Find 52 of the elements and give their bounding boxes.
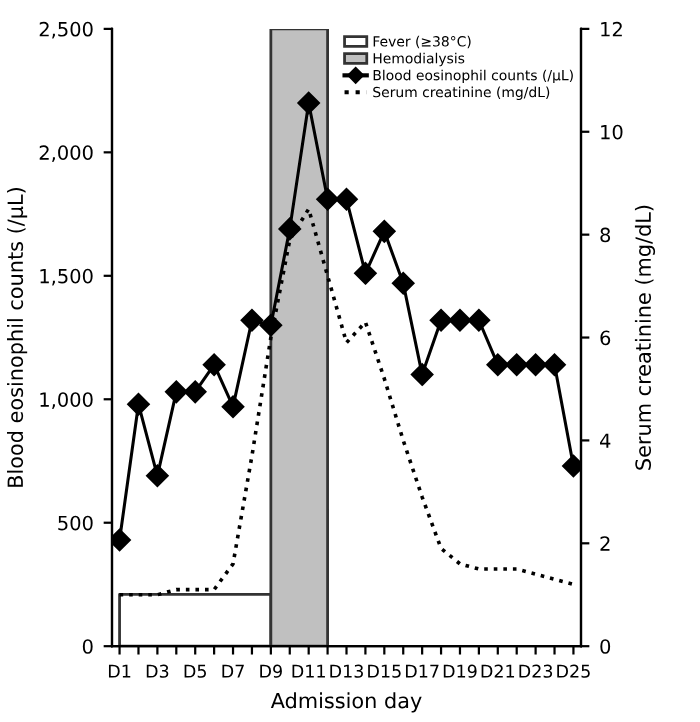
point (373, 220, 396, 243)
x-tick-label: D19 (443, 664, 477, 678)
y2-tick-label: 8 (600, 227, 611, 243)
y-tick-label: 2,500 (39, 21, 93, 39)
point (354, 262, 377, 285)
point (429, 309, 453, 332)
y2-tick-label: 10 (601, 124, 623, 140)
point (505, 353, 528, 376)
y2-tick-label: 4 (600, 433, 611, 448)
y2-axis-title: Serum creatinine (mg/dL) (634, 205, 656, 470)
point (467, 309, 491, 332)
x-tick-label: D5 (184, 664, 206, 678)
x-tick-label: D7 (222, 664, 244, 678)
x-tick-label: D21 (481, 664, 515, 678)
point (392, 272, 415, 295)
point (240, 309, 264, 332)
point (127, 392, 150, 416)
point (184, 380, 207, 404)
point (448, 309, 472, 332)
x-tick-label: D23 (519, 664, 553, 678)
point (486, 353, 509, 376)
point (524, 353, 547, 376)
y2-tick-label: 12 (601, 21, 622, 37)
y-tick-label: 1,500 (40, 268, 93, 286)
y2-tick-label: 0 (600, 639, 611, 654)
point (202, 353, 226, 376)
x-tick-label: D15 (368, 664, 401, 678)
point (165, 380, 188, 404)
point (316, 188, 339, 211)
x-tick-label: D25 (557, 664, 590, 678)
x-tick-label: D13 (330, 664, 363, 678)
y-tick-label: 500 (58, 515, 93, 531)
x-tick-label: D1 (108, 664, 131, 678)
x-tick-label: D3 (146, 664, 169, 678)
x-axis-title: Admission day (270, 692, 422, 713)
point (259, 313, 283, 337)
point (146, 464, 169, 488)
x-tick-label: D11 (292, 664, 325, 678)
y2-tick-label: 6 (600, 330, 611, 346)
point (335, 188, 358, 211)
point (410, 363, 434, 386)
y-tick-label: 2,000 (39, 145, 93, 162)
point (278, 217, 301, 241)
point (221, 395, 245, 418)
point (297, 91, 320, 115)
x-tick-label: D9 (260, 664, 282, 678)
y-tick-label: 0 (82, 639, 93, 654)
y-tick-label: 1,000 (40, 392, 93, 409)
x-tick-label: D17 (405, 664, 439, 678)
y2-tick-label: 2 (600, 536, 610, 551)
y-axis-title: Blood eosinophil counts (/μL) (7, 188, 28, 487)
point (543, 353, 566, 376)
